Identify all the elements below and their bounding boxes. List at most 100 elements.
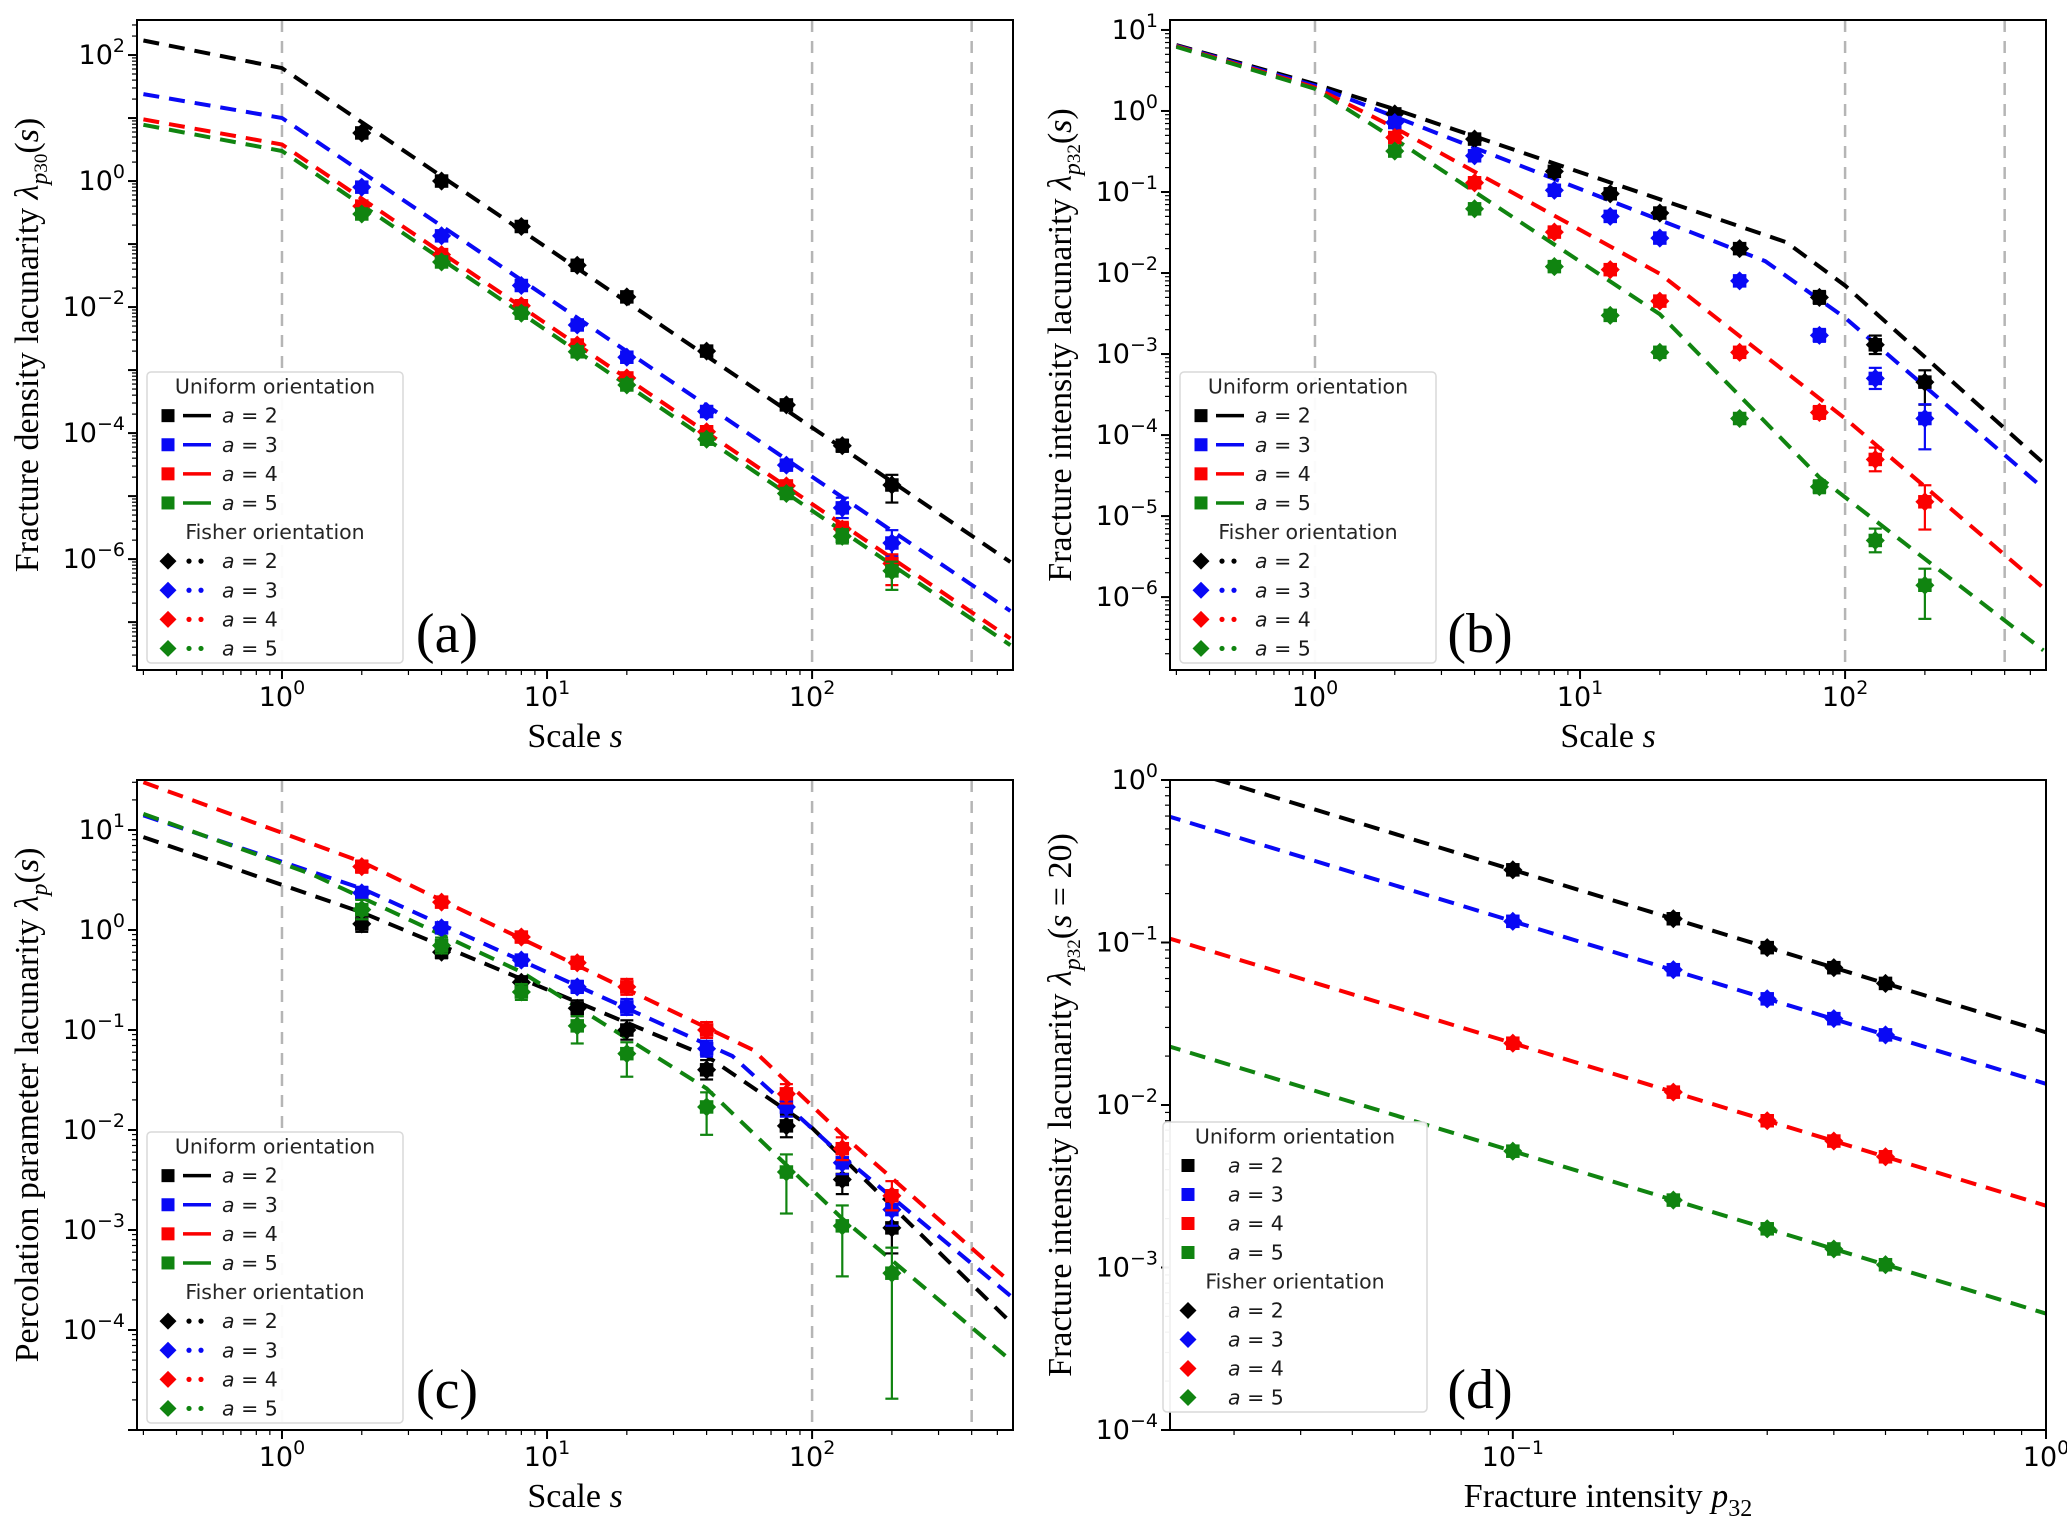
- legend-label-rest: = 5: [235, 491, 278, 515]
- tick-mantissa: 10: [1096, 928, 1130, 959]
- legend-marker-diamond: [159, 610, 177, 628]
- label-part: 32: [1728, 1496, 1752, 1520]
- legend-entry-label: a = 2: [1255, 404, 1311, 428]
- model-line-a3: [143, 92, 1012, 613]
- legend-entry-label: a = 2: [1255, 549, 1311, 573]
- tick-mantissa: 10: [2023, 1442, 2057, 1473]
- y-tick-label: 101: [79, 810, 125, 846]
- tick-exponent: −3: [1130, 1248, 1158, 1270]
- plot-area: [142, 780, 1012, 1430]
- label-part: Fracture intensity lacunarity: [1042, 985, 1079, 1377]
- label-part: λ: [1042, 970, 1079, 986]
- legend-label-var: a: [222, 1396, 235, 1420]
- legend-line-sample-dot: [1231, 616, 1237, 622]
- series-a5: [1503, 1141, 1896, 1275]
- tick-mantissa: 10: [63, 1215, 97, 1246]
- label-part: Percolation parameter lacunarity: [9, 910, 46, 1362]
- legend-marker-square: [1181, 1217, 1195, 1230]
- y-tick-label: 10−5: [1096, 496, 1158, 532]
- legend-entry-label: a = 4: [1255, 607, 1311, 631]
- legend-entry-label: a = 3: [222, 433, 278, 457]
- legend-label-var: a: [1255, 404, 1268, 428]
- tick-mantissa: 10: [1096, 177, 1130, 208]
- legend-group-title: Fisher orientation: [1205, 1270, 1384, 1294]
- series-a5: [352, 204, 902, 591]
- legend-label-var: a: [222, 1193, 235, 1217]
- data-point-a2-diamond: [567, 255, 587, 275]
- model-line-a3: [142, 813, 1012, 1298]
- legend-label-var: a: [1228, 1328, 1241, 1352]
- data-point-a3-diamond: [697, 401, 717, 422]
- legend-label-var: a: [1228, 1154, 1241, 1178]
- tick-mantissa: 10: [1482, 1442, 1516, 1473]
- panel-b: 100 101 10210−610−510−410−310−210−1100101S…: [1042, 10, 2047, 755]
- data-point-a4-diamond: [1503, 1033, 1523, 1053]
- model-line-a2: [1211, 780, 2046, 1035]
- tick-exponent: 0: [1146, 91, 1158, 113]
- data-point-a2-diamond: [776, 395, 796, 415]
- series-a3: [352, 177, 902, 557]
- y-axis-label: Fracture density lacunarity λp30(s): [9, 118, 53, 573]
- legend-entry-label: a = 5: [222, 491, 278, 515]
- legend-label-var: a: [222, 1338, 235, 1362]
- legend-marker-square: [161, 467, 175, 481]
- legend-line-sample-dot: [198, 1347, 204, 1353]
- legend-label-rest: = 5: [1268, 636, 1311, 660]
- data-point-a2-diamond: [617, 287, 637, 307]
- legend-label-var: a: [1228, 1183, 1241, 1207]
- label-part: Fracture density lacunarity: [9, 199, 46, 572]
- legend-label-var: a: [1228, 1386, 1241, 1410]
- data-point-a5-diamond: [567, 342, 587, 362]
- legend-entry-label: a = 3: [1255, 578, 1311, 602]
- data-point-a5-diamond: [832, 1216, 852, 1236]
- data-point-a3-diamond: [617, 997, 637, 1017]
- legend-label-rest: = 4: [235, 462, 278, 486]
- legend-label-rest: = 5: [1241, 1241, 1284, 1265]
- tick-mantissa: 10: [1096, 1415, 1130, 1446]
- tick-mantissa: 10: [79, 40, 113, 71]
- data-point-a4-diamond: [1875, 1147, 1896, 1167]
- data-point-a3-diamond: [567, 315, 587, 335]
- series-a2: [352, 914, 902, 1255]
- label-part: p: [27, 883, 53, 897]
- legend-label-rest: = 2: [235, 549, 278, 573]
- legend-entry-label: a = 3: [1228, 1328, 1284, 1352]
- tick-mantissa: 10: [63, 1015, 97, 1046]
- legend-marker-square: [161, 1227, 175, 1241]
- label-part: s: [9, 129, 46, 142]
- data-point-a2-diamond: [697, 341, 717, 361]
- data-point-a5-diamond: [832, 526, 852, 546]
- y-tick-label: 10−4: [1096, 415, 1158, 451]
- legend-label-var: a: [222, 549, 235, 573]
- legend-line-sample-dot: [1219, 587, 1225, 593]
- legend-label-var: a: [1228, 1241, 1241, 1265]
- legend-label-var: a: [222, 1164, 235, 1188]
- data-point-a5-diamond: [776, 483, 796, 504]
- tick-exponent: 1: [558, 677, 570, 699]
- y-tick-label: 10−2: [63, 1110, 125, 1146]
- tick-mantissa: 10: [524, 682, 558, 713]
- legend-label-rest: = 2: [235, 404, 278, 428]
- label-part: 30: [31, 154, 52, 173]
- legend-group-title: Uniform orientation: [1208, 375, 1408, 399]
- data-point-a3-diamond: [1809, 325, 1829, 345]
- x-axis-label: Scale s: [527, 1478, 622, 1515]
- tick-exponent: −3: [1130, 334, 1158, 356]
- x-tick-label: 102: [1822, 677, 1868, 713]
- legend-entry-label: a = 3: [1255, 433, 1311, 457]
- tick-exponent: 0: [113, 910, 125, 932]
- series-a3: [352, 883, 902, 1227]
- data-point-a4-diamond: [432, 892, 452, 912]
- y-tick-label: 10−2: [63, 287, 125, 323]
- panel-letter-c: (c): [416, 1359, 478, 1421]
- legend-entry-label: a = 5: [1255, 636, 1311, 660]
- y-axis-label: Percolation parameter lacunarity λp(s): [9, 848, 53, 1363]
- data-point-a2-diamond: [1600, 184, 1620, 204]
- legend-line-sample-dot: [186, 1376, 192, 1382]
- tick-mantissa: 10: [63, 1315, 97, 1346]
- legend-group-title: Fisher orientation: [185, 1280, 364, 1304]
- label-part: s: [1042, 120, 1079, 133]
